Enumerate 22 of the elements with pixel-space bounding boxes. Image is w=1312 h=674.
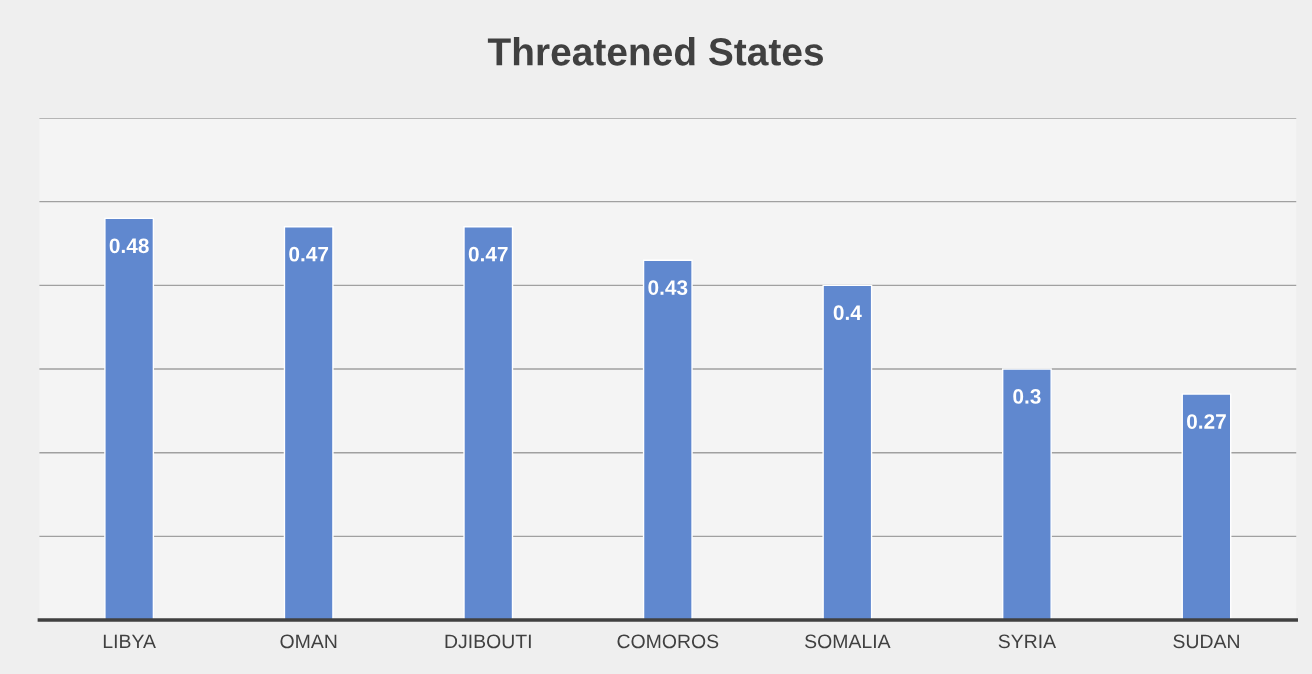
- data-label: 0.43: [648, 280, 688, 296]
- data-label: 0.4: [833, 305, 862, 321]
- bar: [822, 284, 873, 621]
- x-tick-label: SYRIA: [998, 634, 1057, 649]
- data-label: 0.47: [289, 246, 329, 262]
- data-label: 0.47: [468, 246, 508, 262]
- x-tick-label: DJIBOUTI: [445, 634, 531, 649]
- x-tick-label: SOMALIA: [805, 634, 891, 649]
- bar: [1181, 393, 1232, 621]
- bar: [1001, 368, 1052, 621]
- x-tick-label: OMAN: [280, 634, 337, 649]
- data-label: 0.48: [109, 238, 149, 254]
- x-tick-label: LIBYA: [103, 634, 156, 649]
- bar: [463, 226, 514, 621]
- x-tick-label: SUDAN: [1173, 634, 1239, 649]
- data-label: 0.27: [1187, 414, 1226, 429]
- data-label: 0.3: [1013, 389, 1041, 404]
- x-tick-label: COMOROS: [617, 634, 719, 649]
- bar: [104, 217, 155, 621]
- chart-title: Threatened States: [487, 37, 823, 66]
- bar: [283, 226, 334, 621]
- bar: [642, 259, 693, 621]
